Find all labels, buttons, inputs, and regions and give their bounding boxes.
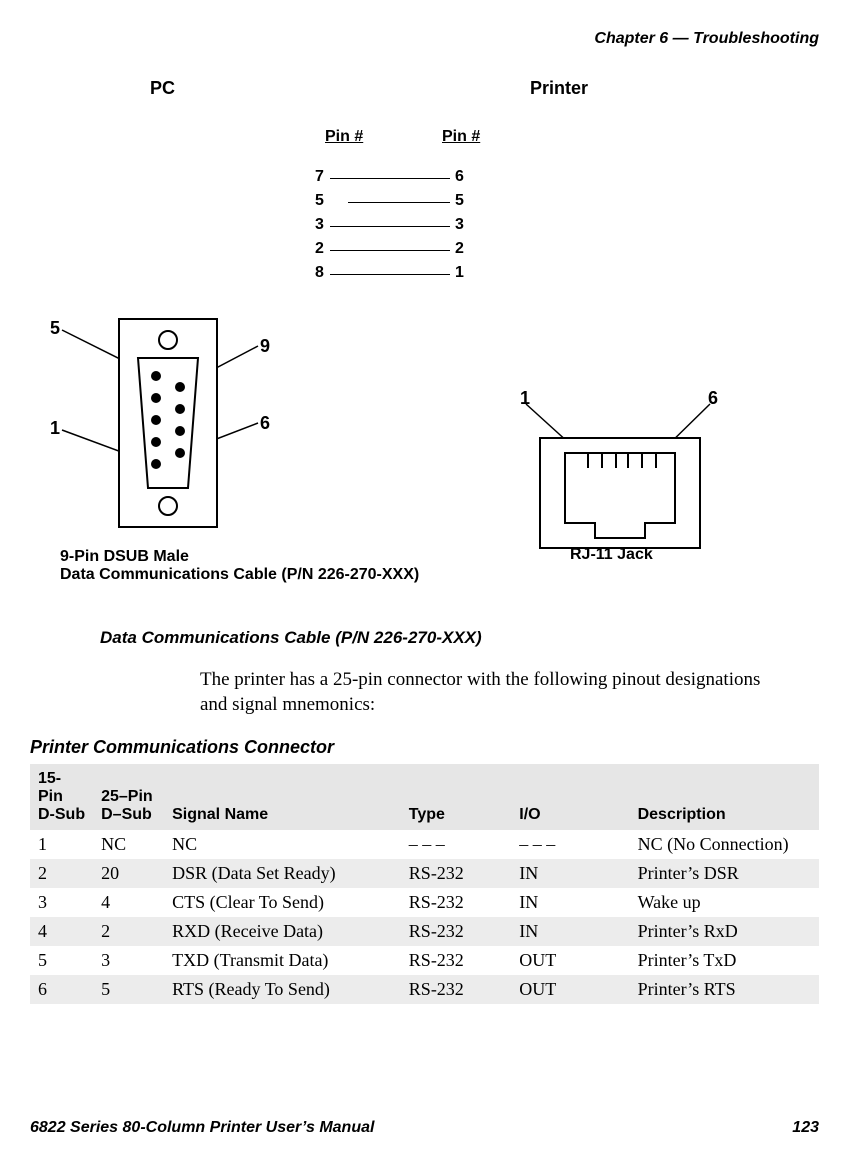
pin-map-row: 33	[30, 216, 819, 240]
pin-left-number: 7	[315, 168, 324, 186]
table-cell: NC (No Connection)	[630, 830, 819, 859]
table-col-header: Description	[630, 764, 819, 830]
label-pc: PC	[150, 78, 175, 99]
pin-header-right: Pin #	[442, 128, 480, 146]
body-text: The printer has a 25-pin connector with …	[200, 668, 789, 717]
table-col-header-line: 25–Pin	[101, 788, 156, 806]
table-col-header: 25–PinD–Sub	[93, 764, 164, 830]
table-col-header-line: D–Sub	[101, 806, 156, 824]
table-cell: 3	[93, 946, 164, 975]
pin-map-row: 76	[30, 168, 819, 192]
pin-left-number: 3	[315, 216, 324, 234]
pin-left-number: 2	[315, 240, 324, 258]
table-cell: RS-232	[401, 859, 511, 888]
figure-title: Data Communications Cable (P/N 226-270-X…	[100, 628, 819, 648]
table-cell: TXD (Transmit Data)	[164, 946, 401, 975]
pin-map-row: 81	[30, 264, 819, 288]
table-row: 53TXD (Transmit Data)RS-232OUTPrinter’s …	[30, 946, 819, 975]
pin-right-number: 5	[455, 192, 464, 210]
table-cell: 1	[30, 830, 93, 859]
table-cell: 4	[30, 917, 93, 946]
pin-connection-line	[348, 202, 450, 203]
table-cell: RS-232	[401, 888, 511, 917]
pin-right-number: 2	[455, 240, 464, 258]
footer-page-number: 123	[792, 1119, 819, 1137]
table-cell: NC	[164, 830, 401, 859]
pin-connection-line	[330, 274, 450, 275]
comm-tbody: 1NCNC– – –– – –NC (No Connection)220DSR …	[30, 830, 819, 1004]
pin-header-left: Pin #	[325, 128, 363, 146]
table-row: 1NCNC– – –– – –NC (No Connection)	[30, 830, 819, 859]
table-header-row: 15-PinD-Sub25–PinD–SubSignal NameTypeI/O…	[30, 764, 819, 830]
diagram-top-labels: PC Printer	[30, 78, 819, 108]
table-cell: DSR (Data Set Ready)	[164, 859, 401, 888]
table-row: 34CTS (Clear To Send)RS-232INWake up	[30, 888, 819, 917]
table-col-header-line: D-Sub	[38, 806, 85, 824]
pin-map: 7655332281	[30, 168, 819, 288]
table-cell: Printer’s DSR	[630, 859, 819, 888]
pin-right-number: 6	[455, 168, 464, 186]
table-cell: RS-232	[401, 946, 511, 975]
table-cell: Wake up	[630, 888, 819, 917]
pin-map-row: 22	[30, 240, 819, 264]
pin-connection-line	[330, 250, 450, 251]
table-row: 42RXD (Receive Data)RS-232INPrinter’s Rx…	[30, 917, 819, 946]
table-cell: RS-232	[401, 975, 511, 1004]
table-col-header: Signal Name	[164, 764, 401, 830]
table-cell: 5	[30, 946, 93, 975]
pin-map-row: 55	[30, 192, 819, 216]
pin-connection-line	[330, 226, 450, 227]
table-cell: – – –	[511, 830, 629, 859]
table-col-header-line: 15-Pin	[38, 770, 85, 806]
page: Chapter 6 — Troubleshooting PC Printer P…	[0, 0, 849, 1165]
table-col-header: I/O	[511, 764, 629, 830]
table-cell: 6	[30, 975, 93, 1004]
page-footer: 6822 Series 80-Column Printer User’s Man…	[30, 1119, 819, 1137]
table-row: 220DSR (Data Set Ready)RS-232INPrinter’s…	[30, 859, 819, 888]
pin-left-number: 8	[315, 264, 324, 282]
table-cell: NC	[93, 830, 164, 859]
table-col-header: 15-PinD-Sub	[30, 764, 93, 830]
dsub-connector: 5 1 9 6	[50, 318, 310, 558]
table-cell: IN	[511, 888, 629, 917]
connectors-row: 5 1 9 6 .dsub-are	[30, 318, 819, 598]
table-cell: RS-232	[401, 917, 511, 946]
table-cell: 3	[30, 888, 93, 917]
dsub-caption-line2: Data Communications Cable (P/N 226-270-X…	[60, 566, 419, 584]
table-cell: Printer’s TxD	[630, 946, 819, 975]
table-cell: 5	[93, 975, 164, 1004]
dsub-caption-line1: 9-Pin DSUB Male	[60, 548, 419, 566]
footer-manual-title: 6822 Series 80-Column Printer User’s Man…	[30, 1119, 374, 1137]
comm-thead: 15-PinD-Sub25–PinD–SubSignal NameTypeI/O…	[30, 764, 819, 830]
table-cell: Printer’s RxD	[630, 917, 819, 946]
table-cell: 20	[93, 859, 164, 888]
table-cell: OUT	[511, 975, 629, 1004]
pin-connection-line	[330, 178, 450, 179]
chapter-header: Chapter 6 — Troubleshooting	[30, 30, 819, 48]
comm-table: 15-PinD-Sub25–PinD–SubSignal NameTypeI/O…	[30, 764, 819, 1004]
pin-right-number: 3	[455, 216, 464, 234]
label-printer: Printer	[530, 78, 588, 99]
table-row: 65RTS (Ready To Send)RS-232OUTPrinter’s …	[30, 975, 819, 1004]
table-cell: IN	[511, 859, 629, 888]
table-cell: OUT	[511, 946, 629, 975]
table-col-header: Type	[401, 764, 511, 830]
table-cell: – – –	[401, 830, 511, 859]
table-cell: CTS (Clear To Send)	[164, 888, 401, 917]
table-cell: 2	[93, 917, 164, 946]
pin-left-number: 5	[315, 192, 324, 210]
dsub-icon	[118, 318, 218, 528]
rj11-caption: RJ-11 Jack	[570, 546, 653, 564]
table-cell: RXD (Receive Data)	[164, 917, 401, 946]
table-title: Printer Communications Connector	[30, 737, 819, 758]
table-cell: Printer’s RTS	[630, 975, 819, 1004]
table-cell: 2	[30, 859, 93, 888]
rj11-icon	[510, 398, 750, 568]
table-cell: IN	[511, 917, 629, 946]
pin-right-number: 1	[455, 264, 464, 282]
pin-headers: Pin # Pin #	[30, 128, 819, 158]
dsub-caption: 9-Pin DSUB Male Data Communications Cabl…	[60, 548, 419, 584]
table-cell: 4	[93, 888, 164, 917]
table-cell: RTS (Ready To Send)	[164, 975, 401, 1004]
